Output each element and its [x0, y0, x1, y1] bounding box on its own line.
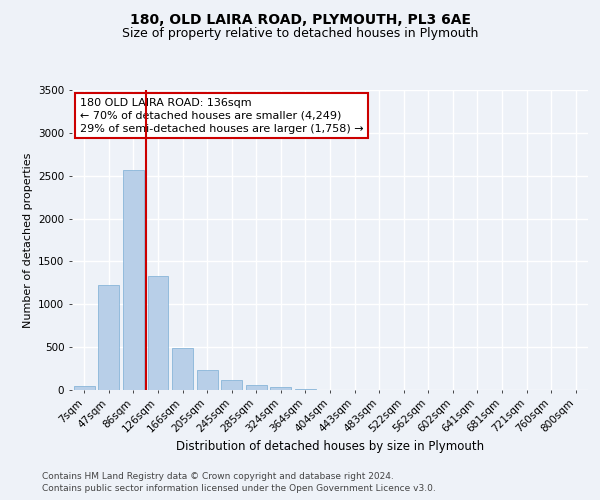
- Bar: [172, 348, 193, 390]
- Bar: [295, 388, 316, 390]
- Bar: [197, 370, 218, 390]
- Bar: [123, 170, 144, 390]
- Text: 180 OLD LAIRA ROAD: 136sqm
← 70% of detached houses are smaller (4,249)
29% of s: 180 OLD LAIRA ROAD: 136sqm ← 70% of deta…: [80, 98, 364, 134]
- Bar: [74, 386, 95, 390]
- X-axis label: Distribution of detached houses by size in Plymouth: Distribution of detached houses by size …: [176, 440, 484, 453]
- Bar: [221, 380, 242, 390]
- Text: Contains HM Land Registry data © Crown copyright and database right 2024.: Contains HM Land Registry data © Crown c…: [42, 472, 394, 481]
- Bar: [98, 284, 119, 390]
- Bar: [271, 388, 292, 390]
- Bar: [246, 386, 267, 390]
- Text: 180, OLD LAIRA ROAD, PLYMOUTH, PL3 6AE: 180, OLD LAIRA ROAD, PLYMOUTH, PL3 6AE: [130, 12, 470, 26]
- Bar: [148, 276, 169, 390]
- Text: Contains public sector information licensed under the Open Government Licence v3: Contains public sector information licen…: [42, 484, 436, 493]
- Y-axis label: Number of detached properties: Number of detached properties: [23, 152, 32, 328]
- Text: Size of property relative to detached houses in Plymouth: Size of property relative to detached ho…: [122, 28, 478, 40]
